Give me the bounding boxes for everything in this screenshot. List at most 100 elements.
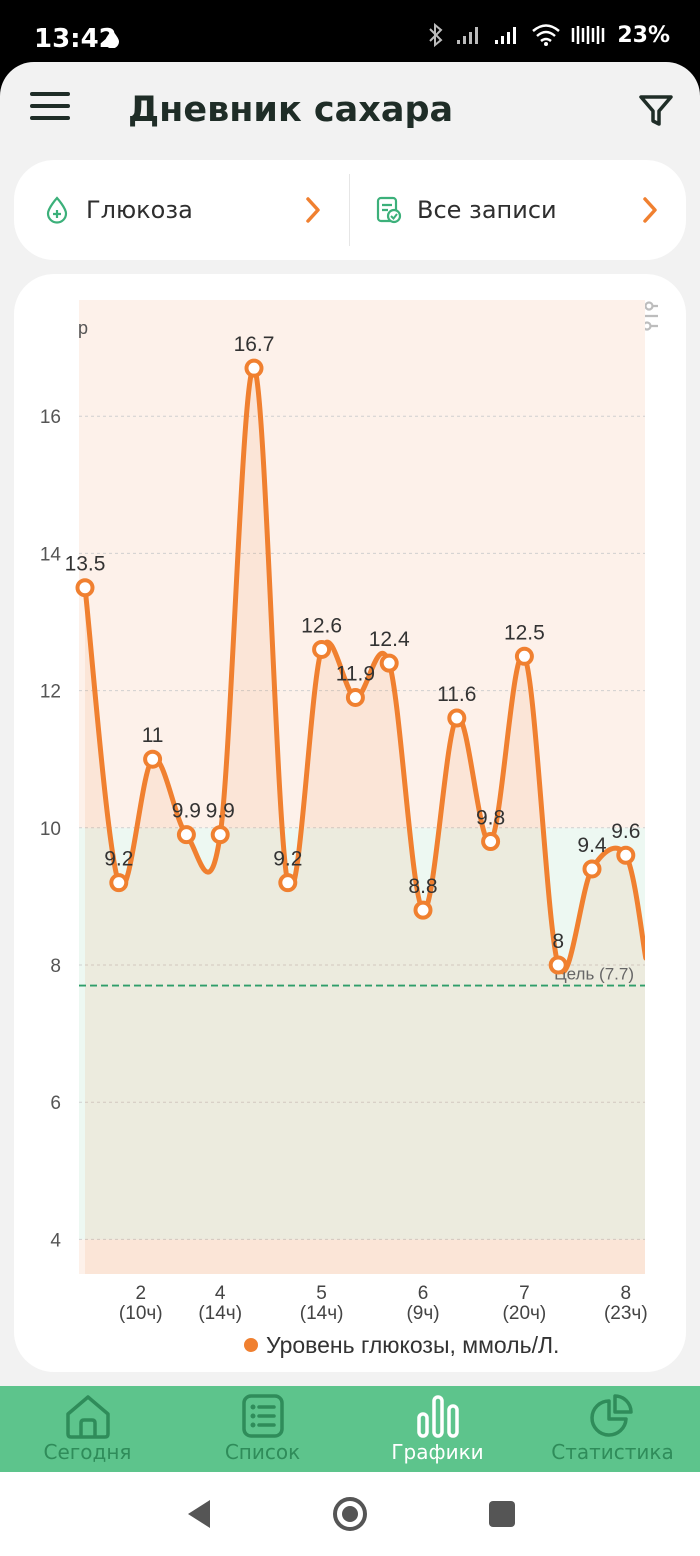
x-tick-time: (9ч) <box>406 1303 439 1324</box>
x-tick-day: 5 <box>316 1283 327 1304</box>
data-point[interactable] <box>312 639 332 659</box>
x-tick-time: (23ч) <box>604 1303 648 1324</box>
x-tick-day: 4 <box>215 1283 226 1304</box>
x-tick-day: 6 <box>418 1283 429 1304</box>
data-label: 9.8 <box>476 807 505 830</box>
y-tick-label: 12 <box>40 682 61 703</box>
high-range-band <box>79 300 645 828</box>
nav-label: Сегодня <box>43 1440 132 1464</box>
signal-icon <box>495 27 517 44</box>
bottom-navigation: Сегодня Список Графики Статистика <box>0 1386 700 1472</box>
nav-item-charts[interactable]: Графики <box>350 1386 525 1472</box>
clipboard-check-icon <box>376 196 402 224</box>
y-tick-label: 10 <box>40 819 61 840</box>
drop-icon <box>105 30 119 48</box>
legend-label: Уровень глюкозы, ммоль/Л. <box>266 1332 559 1358</box>
nav-label: Графики <box>391 1440 484 1464</box>
data-label: 9.4 <box>577 834 607 857</box>
system-navigation-bar <box>0 1472 700 1556</box>
data-label: 9.9 <box>172 800 201 823</box>
data-point[interactable] <box>582 859 602 879</box>
vibration-icon <box>572 26 605 44</box>
data-point[interactable] <box>210 825 230 845</box>
status-bar: 13:42 23% <box>0 0 700 62</box>
data-point[interactable] <box>447 708 467 728</box>
bar-chart-icon <box>416 1395 459 1438</box>
x-tick-time: (10ч) <box>119 1303 163 1324</box>
chevron-right-icon <box>306 197 320 223</box>
pie-chart-icon <box>589 1394 633 1437</box>
x-tick-day: 2 <box>135 1283 146 1304</box>
data-point[interactable] <box>244 358 264 378</box>
chevron-right-icon <box>643 197 657 223</box>
data-point[interactable] <box>548 955 568 975</box>
measurement-type-selector[interactable]: Глюкоза <box>14 160 349 260</box>
records-filter-selector[interactable]: Все записи <box>351 160 686 260</box>
list-icon <box>241 1394 284 1438</box>
data-label: 12.6 <box>301 614 342 637</box>
y-tick-label: 4 <box>50 1230 61 1251</box>
target-label: Цель (7.7) <box>554 965 634 984</box>
data-point[interactable] <box>176 825 196 845</box>
nav-label: Статистика <box>551 1440 674 1464</box>
data-label: 11 <box>142 724 164 747</box>
low-range-band <box>79 1239 645 1274</box>
data-point[interactable] <box>345 687 365 707</box>
data-label: 9.6 <box>611 820 640 843</box>
data-label: 11.6 <box>437 683 476 706</box>
data-label: 12.5 <box>504 621 545 644</box>
home-icon <box>65 1395 110 1439</box>
data-point[interactable] <box>143 749 163 769</box>
y-tick-label: 16 <box>40 407 61 428</box>
data-label: 9.9 <box>206 800 235 823</box>
data-label: 9.2 <box>104 848 133 871</box>
data-label: 12.4 <box>369 628 410 651</box>
records-filter-label: Все записи <box>417 196 557 224</box>
home-circle-icon[interactable] <box>330 1494 370 1534</box>
data-label: 13.5 <box>65 553 106 576</box>
page-title: Дневник сахара <box>128 90 454 130</box>
nav-item-statistics[interactable]: Статистика <box>525 1386 700 1472</box>
legend-marker <box>244 1338 258 1352</box>
battery-percent: 23% <box>617 22 670 48</box>
divider <box>349 174 350 246</box>
bluetooth-icon <box>429 22 443 48</box>
x-tick-day: 7 <box>519 1283 530 1304</box>
series-area <box>85 368 645 1274</box>
data-label: 16.7 <box>234 333 275 356</box>
data-label: 9.2 <box>273 848 302 871</box>
wifi-icon <box>532 24 561 46</box>
x-tick-time: (20ч) <box>503 1303 547 1324</box>
app-header: Дневник сахара <box>0 62 700 160</box>
data-point[interactable] <box>616 845 636 865</box>
data-point[interactable] <box>379 653 399 673</box>
status-time: 13:42 <box>34 24 117 54</box>
y-axis-label: р <box>78 318 88 338</box>
recents-square-icon[interactable] <box>482 1494 522 1534</box>
y-tick-label: 14 <box>40 544 62 565</box>
data-point[interactable] <box>514 646 534 666</box>
data-point[interactable] <box>481 832 501 852</box>
data-point[interactable] <box>75 578 95 598</box>
measurement-type-label: Глюкоза <box>86 196 193 224</box>
y-tick-label: 6 <box>50 1093 61 1114</box>
data-label: 8.8 <box>408 875 437 898</box>
data-point[interactable] <box>413 900 433 920</box>
data-point[interactable] <box>278 873 298 893</box>
nav-item-list[interactable]: Список <box>175 1386 350 1472</box>
status-icons: 23% <box>427 22 670 48</box>
glucose-drop-icon <box>46 196 68 224</box>
data-label: 11.9 <box>336 662 375 685</box>
y-tick-label: 8 <box>50 956 61 977</box>
back-triangle-icon[interactable] <box>180 1494 220 1534</box>
signal-icon <box>457 27 479 44</box>
hamburger-menu-icon[interactable] <box>30 92 70 126</box>
data-label: 8 <box>552 930 564 953</box>
nav-item-today[interactable]: Сегодня <box>0 1386 175 1472</box>
chart-legend: Уровень глюкозы, ммоль/Л. <box>244 1332 559 1358</box>
x-tick-time: (14ч) <box>300 1303 344 1324</box>
filter-funnel-icon[interactable] <box>638 92 674 128</box>
data-point[interactable] <box>109 873 129 893</box>
nav-label: Список <box>224 1440 301 1464</box>
